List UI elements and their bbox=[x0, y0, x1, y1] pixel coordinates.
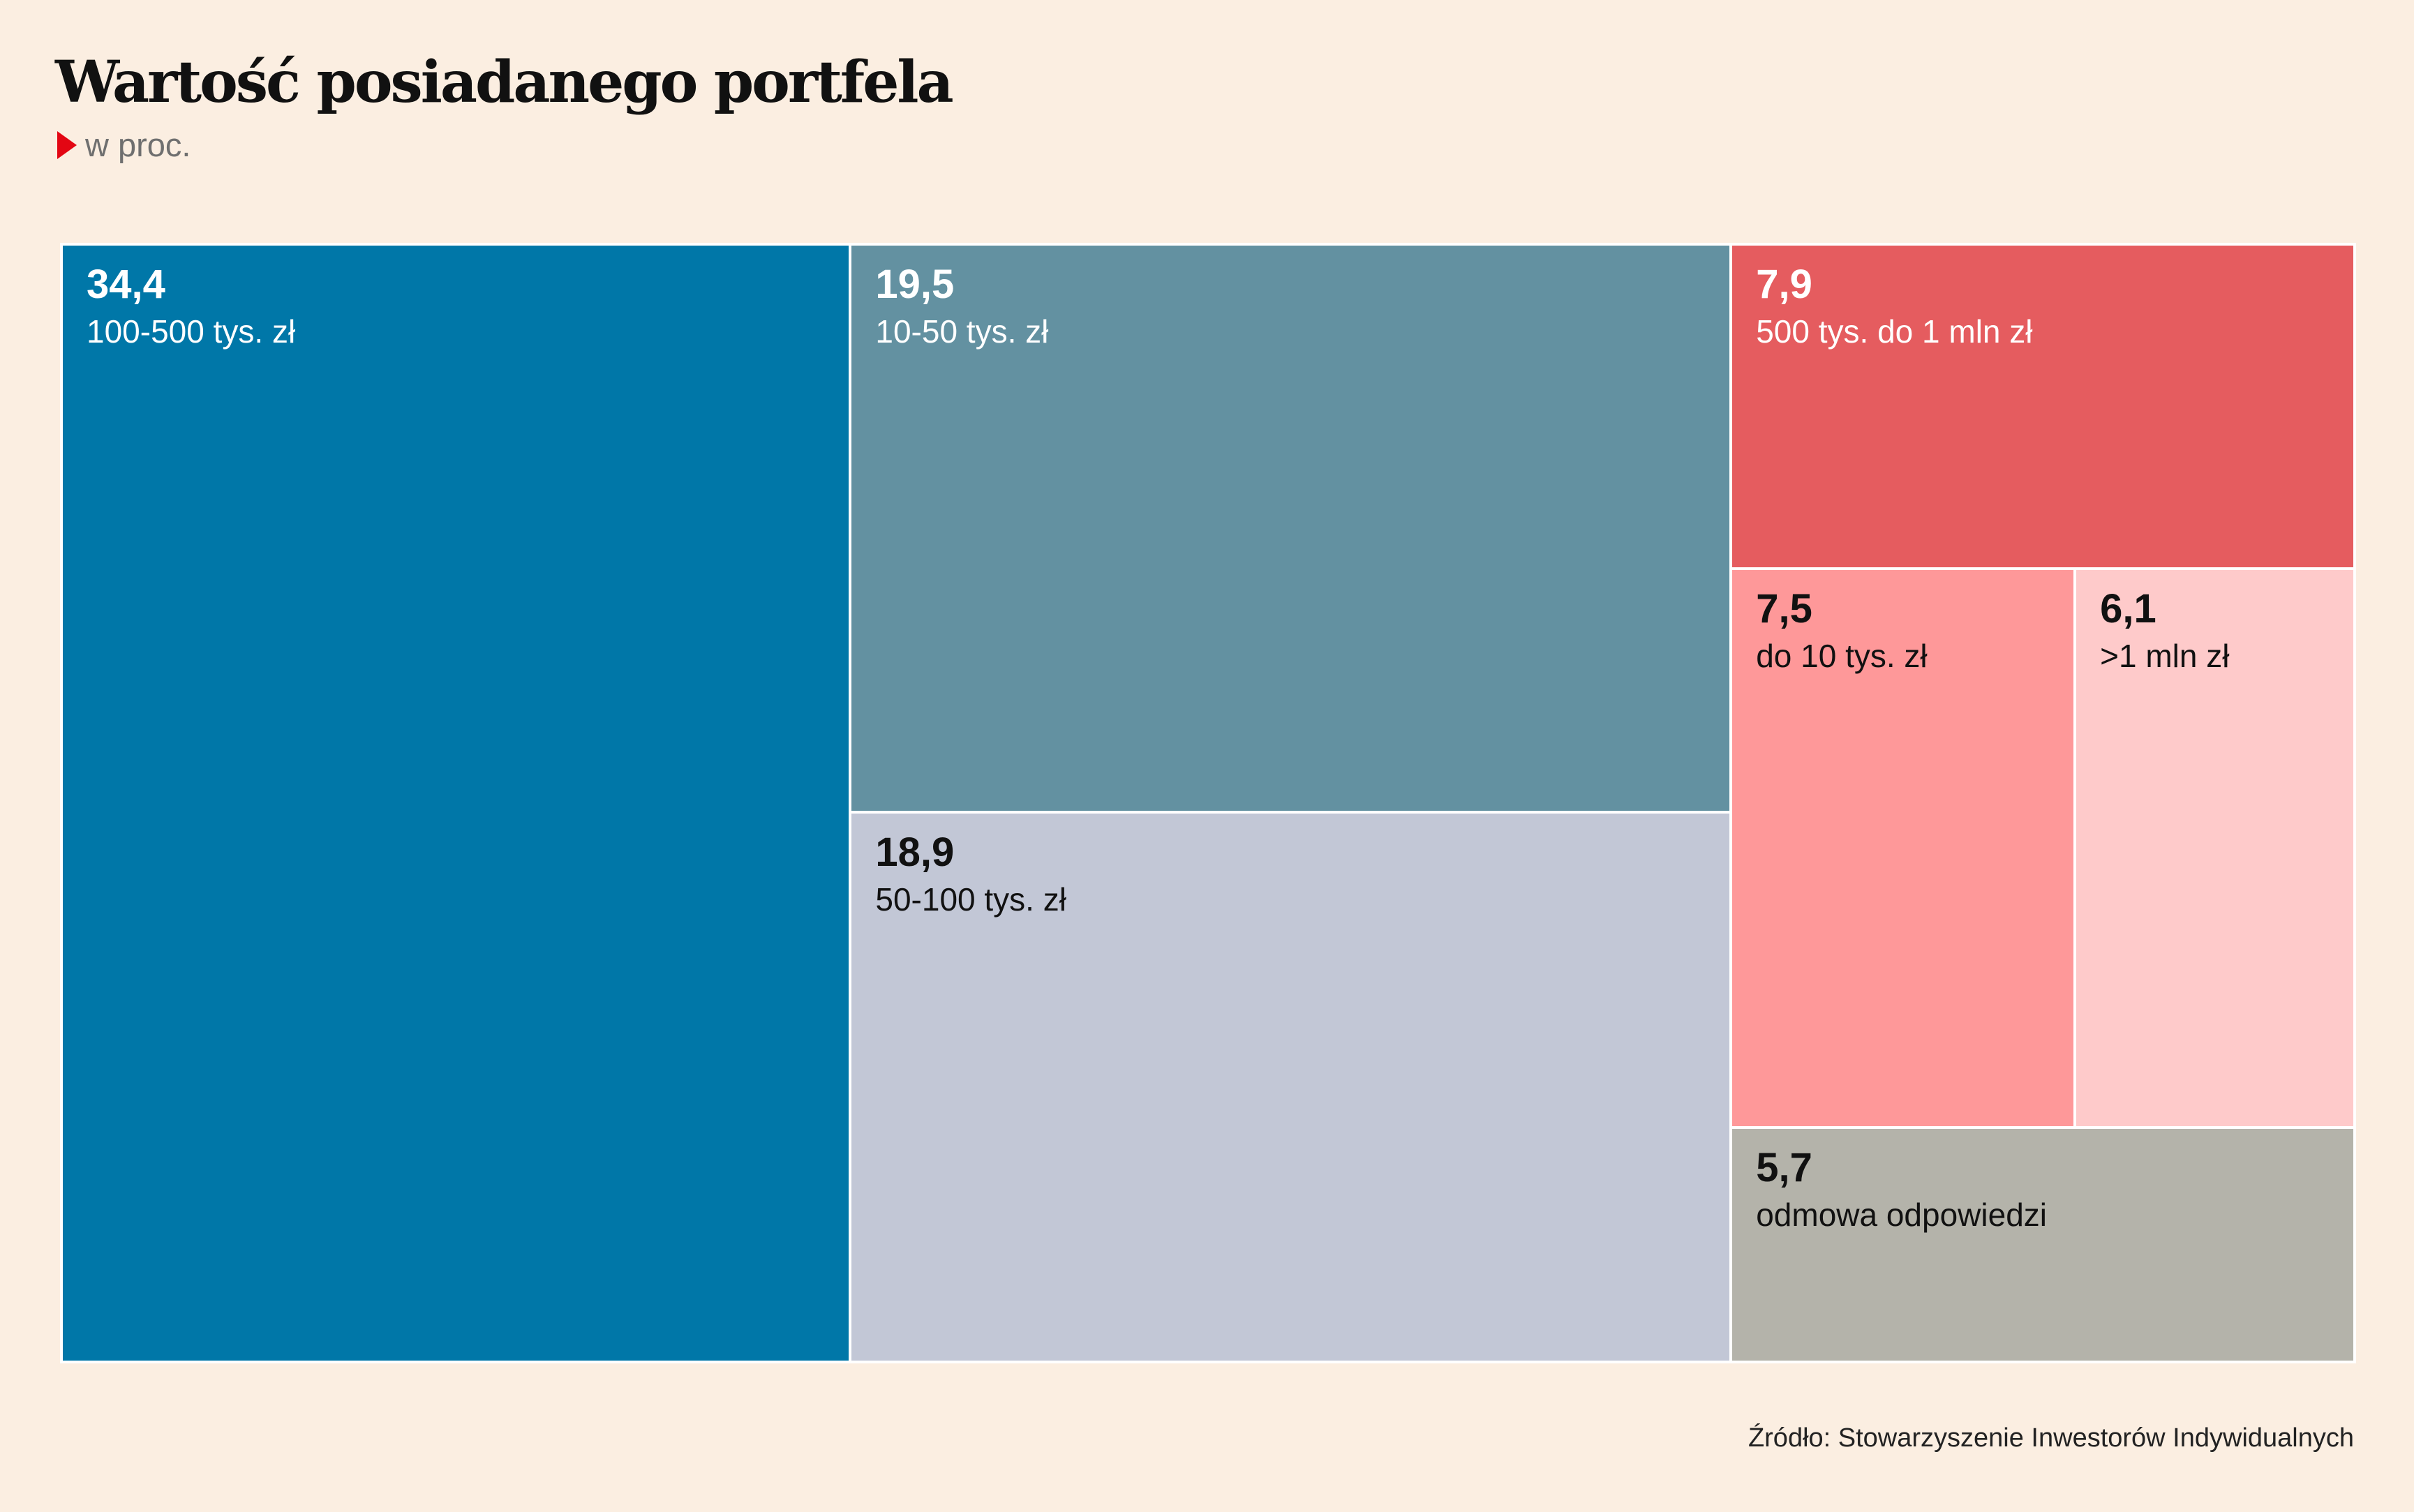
tile-value-label: 18,9 bbox=[875, 829, 955, 875]
tile-value-label: 7,5 bbox=[1756, 586, 1812, 632]
tile-category-label: 500 tys. do 1 mln zł bbox=[1756, 313, 2033, 350]
source-note: Źródło: Stowarzyszenie Inwestorów Indywi… bbox=[1748, 1423, 2354, 1453]
treemap-tile: 6,1 >1 mln zł bbox=[2073, 567, 2356, 1130]
tile-value-label: 34,4 bbox=[87, 262, 165, 307]
tile-category-label: 10-50 tys. zł bbox=[875, 313, 1049, 350]
play-arrow-icon bbox=[57, 130, 77, 159]
chart-subtitle: w proc. bbox=[57, 126, 191, 164]
treemap-tile: 19,5 10-50 tys. zł bbox=[849, 243, 1733, 814]
tile-category-label: >1 mln zł bbox=[2100, 638, 2230, 675]
treemap-tile: 5,7 odmowa odpowiedzi bbox=[1729, 1126, 2356, 1363]
treemap-tile: 7,9 500 tys. do 1 mln zł bbox=[1729, 242, 2356, 571]
tile-category-label: do 10 tys. zł bbox=[1756, 638, 1928, 675]
treemap-tile: 7,5 do 10 tys. zł bbox=[1729, 567, 2077, 1130]
tile-value-label: 7,9 bbox=[1756, 262, 1812, 307]
treemap: 34,4 100-500 tys. zł 19,5 10-50 tys. zł 18,9… bbox=[59, 242, 2356, 1364]
tile-value-label: 5,7 bbox=[1756, 1145, 1812, 1191]
treemap-tile: 34,4 100-500 tys. zł bbox=[59, 243, 852, 1363]
tile-category-label: 100-500 tys. zł bbox=[87, 313, 296, 350]
tile-category-label: odmowa odpowiedzi bbox=[1756, 1197, 2048, 1234]
unit-label: w proc. bbox=[85, 126, 191, 163]
chart-title: Wartość posiadanego portfela bbox=[55, 49, 954, 116]
tile-value-label: 6,1 bbox=[2100, 586, 2156, 632]
treemap-tile: 18,9 50-100 tys. zł bbox=[849, 810, 1733, 1364]
tile-category-label: 50-100 tys. zł bbox=[875, 881, 1066, 918]
tile-value-label: 19,5 bbox=[875, 262, 955, 307]
